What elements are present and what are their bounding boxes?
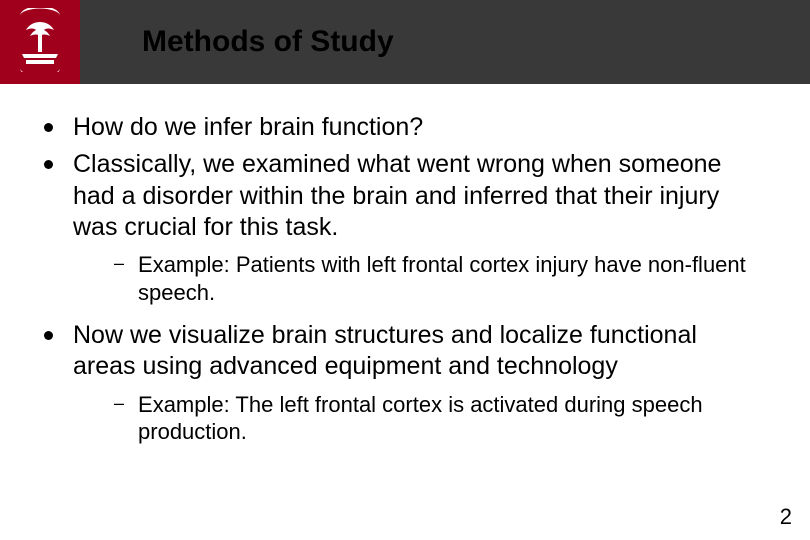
university-seal-icon <box>12 8 68 77</box>
sub-bullet-text: Example: Patients with left frontal cort… <box>138 251 766 306</box>
bullet-dot-icon <box>44 331 53 340</box>
bullet-item: How do we infer brain function? <box>44 112 766 143</box>
sub-bullet-item: – Example: The left frontal cortex is ac… <box>114 391 766 446</box>
sub-bullet-list: – Example: Patients with left frontal co… <box>114 251 766 306</box>
sub-bullet-text: Example: The left frontal cortex is acti… <box>138 391 766 446</box>
content-area: How do we infer brain function? Classica… <box>0 84 810 446</box>
sub-bullet-item: – Example: Patients with left frontal co… <box>114 251 766 306</box>
bullet-text: How do we infer brain function? <box>73 112 423 143</box>
slide: Methods of Study How do we infer brain f… <box>0 0 810 540</box>
dash-icon: – <box>114 253 124 274</box>
bullet-text: Classically, we examined what went wrong… <box>73 149 766 243</box>
header-bar: Methods of Study <box>0 0 810 84</box>
bullet-list: How do we infer brain function? Classica… <box>44 112 766 243</box>
logo-box <box>0 0 80 84</box>
bullet-item: Now we visualize brain structures and lo… <box>44 320 766 383</box>
bullet-item: Classically, we examined what went wrong… <box>44 149 766 243</box>
title-wrap: Methods of Study <box>112 25 394 59</box>
bullet-list: Now we visualize brain structures and lo… <box>44 320 766 383</box>
bullet-dot-icon <box>44 160 53 169</box>
page-number: 2 <box>780 504 792 530</box>
bullet-dot-icon <box>44 123 53 132</box>
dash-icon: – <box>114 393 124 414</box>
slide-title: Methods of Study <box>142 25 394 59</box>
sub-bullet-list: – Example: The left frontal cortex is ac… <box>114 391 766 446</box>
bullet-text: Now we visualize brain structures and lo… <box>73 320 766 383</box>
